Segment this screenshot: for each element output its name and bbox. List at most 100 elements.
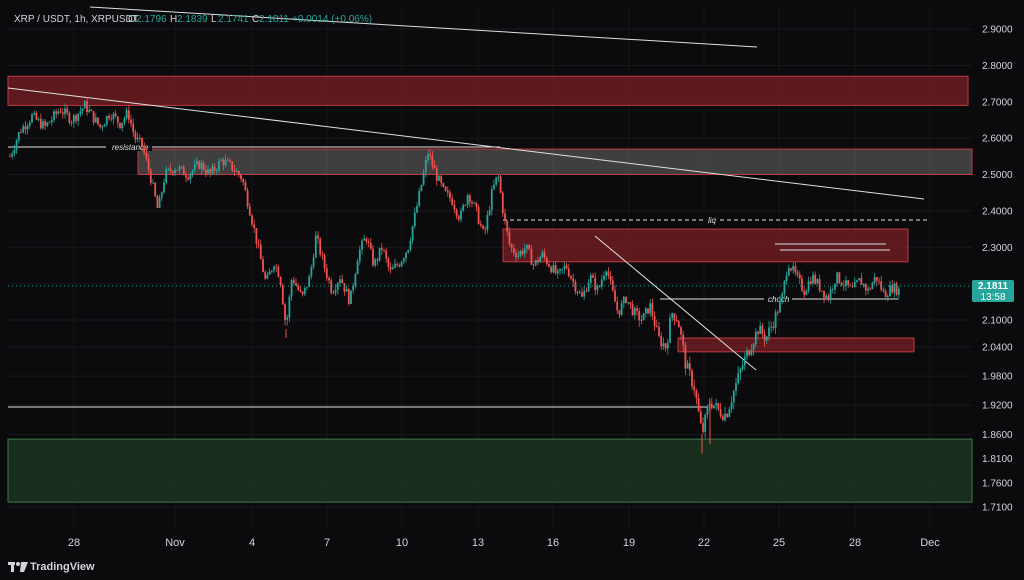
price-axis[interactable]: 2.9000 2.8000 2.7000 2.6000 2.5000 2.4000 2.30… [982, 25, 1013, 514]
trendline-main[interactable] [7, 87, 925, 200]
price-tick-label: 1.7600 [982, 478, 1013, 489]
supply-zone[interactable] [677, 337, 915, 353]
candle-body [809, 281, 812, 284]
candle-body [675, 319, 678, 322]
candle-body [28, 122, 31, 126]
candle-body [495, 177, 498, 185]
trendline-down[interactable] [594, 235, 757, 371]
candle-body [136, 137, 139, 140]
candle-body [286, 317, 289, 320]
time-axis[interactable]: 28 Nov 4 7 10 13 16 19 22 25 28 Dec [68, 537, 940, 549]
candle-body [46, 122, 49, 126]
candle-body [378, 247, 381, 261]
candle-body [281, 285, 284, 305]
candle-body [600, 279, 603, 287]
candle-body [167, 168, 170, 170]
candle-body [237, 170, 240, 176]
time-tick-label: 13 [472, 537, 484, 549]
candle-body [53, 111, 55, 120]
candle-body [20, 132, 22, 133]
demand-zone[interactable] [7, 438, 973, 503]
candle-body [671, 313, 674, 318]
time-tick-label: 19 [623, 537, 635, 549]
candle-body [831, 289, 834, 291]
candle-body [768, 327, 770, 337]
candle-body [583, 290, 586, 297]
candle-body [270, 270, 273, 272]
candle-body [752, 344, 755, 351]
candle-body [356, 261, 359, 275]
candle-body [86, 101, 88, 113]
candle-body [209, 169, 212, 174]
candle-body [418, 190, 421, 207]
candle-body [622, 297, 625, 304]
candle-body [255, 228, 258, 244]
candle-body [792, 265, 795, 271]
candle-body [772, 326, 775, 328]
candle-body [515, 252, 517, 258]
candle-body [576, 291, 579, 293]
time-tick-label: Dec [920, 537, 940, 549]
candle-body [55, 111, 58, 114]
candle-body [790, 268, 792, 271]
candle-body [453, 204, 456, 210]
candle-body [664, 343, 667, 349]
candle-body [11, 153, 14, 157]
resistance-label: resistance [112, 143, 149, 152]
candle-body [319, 238, 322, 255]
price-tick-label: 1.9200 [982, 401, 1013, 412]
candle-body [486, 214, 489, 230]
time-tick-label: 16 [547, 537, 559, 549]
candle-body [603, 275, 605, 280]
candle-body [121, 122, 124, 129]
candle-body [754, 331, 757, 345]
candle-body [130, 119, 132, 124]
candle-body [339, 279, 341, 284]
price-chart[interactable]: resistance liq choch 2.90002.80002.70002… [0, 0, 1024, 556]
candle-body [477, 206, 480, 224]
candle-body [816, 279, 819, 284]
candle-body [299, 289, 302, 292]
tradingview-brand[interactable]: TradingView [30, 561, 95, 573]
drawings[interactable]: resistance liq choch [7, 6, 928, 408]
candle-body [680, 327, 682, 335]
candle-body [37, 118, 40, 120]
candle-body [757, 331, 759, 334]
candle-body [26, 125, 29, 130]
trendline-top[interactable] [89, 6, 758, 48]
candle-body [145, 152, 148, 159]
candle-body [352, 285, 355, 291]
tradingview-logo-icon[interactable] [8, 560, 28, 574]
close-label: C [252, 14, 259, 25]
candle-body [506, 220, 509, 232]
candle-body [152, 182, 154, 184]
candle-body [545, 257, 548, 264]
candle-body [812, 274, 814, 284]
candle-body [383, 249, 385, 251]
candle-body [847, 280, 850, 286]
candle-body [572, 278, 575, 282]
candle-body [396, 264, 399, 266]
candle-body [787, 268, 790, 276]
candle-body [83, 101, 86, 109]
candle-body [578, 292, 581, 294]
time-tick-label: 25 [773, 537, 785, 549]
change-value: +0.0014 (+0.06%) [292, 14, 372, 25]
candle-body [627, 302, 630, 303]
candle-body [343, 283, 346, 292]
candle-body [336, 283, 339, 290]
candle-body [424, 160, 427, 173]
candle-body [198, 161, 201, 169]
supply-zone[interactable] [7, 75, 969, 106]
grey-zone[interactable] [137, 148, 973, 176]
supply-zone[interactable] [502, 228, 909, 263]
candle-body [402, 258, 405, 262]
symbol-legend[interactable]: XRP / USDT, 1h, XRPUSDT O 2.1796 H 2.183… [14, 14, 372, 25]
candle-body [347, 289, 350, 305]
symbol-title[interactable]: XRP / USDT, 1h, XRPUSDT [14, 14, 139, 25]
candle-body [288, 296, 291, 318]
candle-body [521, 251, 524, 254]
candle-body [728, 409, 731, 417]
candle-body [552, 265, 555, 273]
